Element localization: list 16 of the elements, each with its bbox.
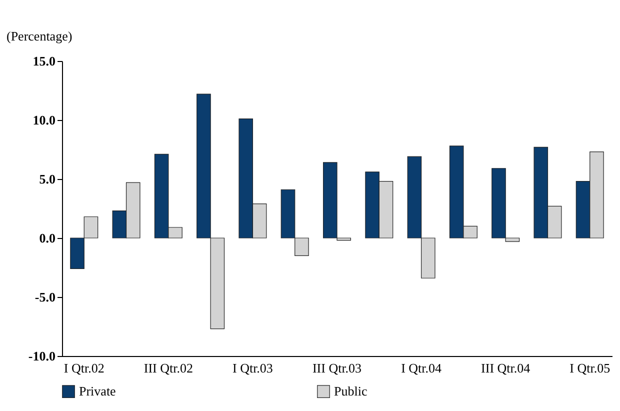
y-tick-label: 5.0 xyxy=(39,172,56,186)
x-tick-label: I Qtr.02 xyxy=(64,360,104,376)
x-tick-label: III Qtr.03 xyxy=(312,360,362,376)
y-tick-label: -5.0 xyxy=(34,290,56,304)
x-tick-label: III Qtr.04 xyxy=(481,360,531,376)
legend-label: Public xyxy=(334,384,368,399)
x-tick-label: I Qtr.05 xyxy=(570,360,610,376)
y-tick-label: 15.0 xyxy=(32,54,56,68)
x-tick-label: I Qtr.04 xyxy=(401,360,442,376)
y-axis-title: (Percentage) xyxy=(6,28,72,44)
x-tick-label: I Qtr.03 xyxy=(232,360,273,376)
y-tick-label: 0.0 xyxy=(39,230,56,246)
legend-label: Private xyxy=(79,384,116,399)
y-tick-label: 10.0 xyxy=(32,112,56,128)
y-tick-label: -10.0 xyxy=(28,348,56,364)
x-tick-label: III Qtr.02 xyxy=(144,360,193,376)
